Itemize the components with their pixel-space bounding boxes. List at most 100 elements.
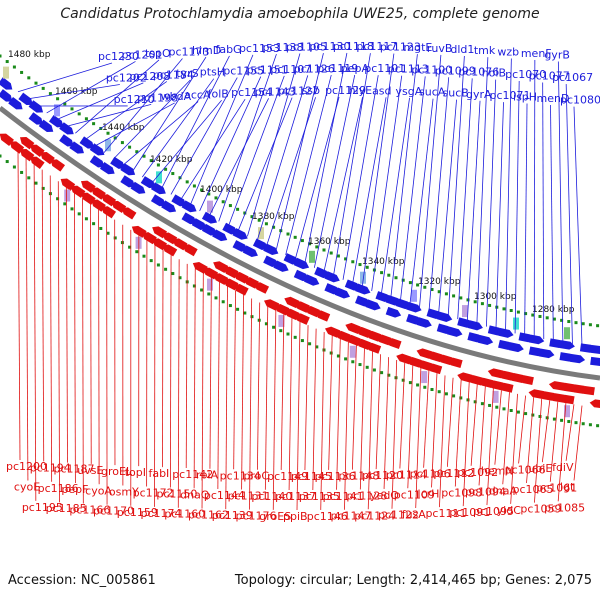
tick-dot (308, 242, 312, 246)
tick-dot (12, 65, 16, 69)
tick-dot (315, 245, 319, 249)
reverse-gene-label: pc1170 (93, 505, 134, 518)
reverse-label-leader (320, 332, 325, 510)
tick-dot (250, 215, 254, 219)
forward-gene-label: pc1100 (411, 63, 452, 76)
reverse-label-leader (185, 263, 188, 469)
forward-label-leader (208, 98, 269, 217)
reverse-gene-arrow (436, 354, 453, 366)
tick-dot (279, 329, 283, 333)
forward-gene-arrow (150, 194, 166, 207)
forward-gene-arrow (8, 96, 23, 110)
reverse-label-leader (82, 198, 84, 504)
reverse-gene-label: proC (243, 470, 269, 483)
reverse-label-leader (375, 354, 381, 470)
reverse-gene-arrow (365, 342, 382, 354)
forward-gene-label: pc1230 (98, 50, 139, 63)
tick-dot (77, 212, 81, 216)
tick-dot (552, 417, 556, 421)
reverse-label-leader (344, 341, 349, 510)
misc-feature-block (278, 314, 285, 327)
forward-gene-label: pc1151 (247, 64, 288, 77)
reverse-label-leader (415, 367, 422, 509)
tick-dot (156, 163, 160, 167)
reverse-label-leader (454, 379, 462, 487)
forward-gene-arrow (0, 89, 13, 102)
forward-gene-arrow (528, 334, 545, 345)
reverse-label-leader (470, 384, 478, 466)
kbp-tick-label: 1440 kbp (102, 123, 145, 133)
tick-dot (0, 154, 2, 158)
reverse-gene-label: groES (259, 510, 291, 523)
reverse-gene-labels: pc1200 cyoE pc1195 pc1194 pc1186 pc1185 pc1187… (6, 460, 585, 523)
tick-dot (466, 298, 470, 302)
reverse-label-leader (74, 192, 76, 484)
tick-dot (293, 335, 297, 339)
tick-dot (358, 363, 362, 367)
reverse-gene-label: pc1066 (505, 463, 546, 476)
map-title: Candidatus Protochlamydia amoebophila UW… (60, 6, 540, 22)
reverse-gene-arrow (121, 207, 137, 220)
reverse-gene-arrow (508, 373, 524, 383)
reverse-label-leader (510, 393, 518, 504)
reverse-label-leader (328, 335, 333, 470)
forward-label-leader (294, 96, 340, 260)
misc-feature-block (349, 345, 356, 358)
tick-dot (286, 332, 290, 336)
misc-feature-block (492, 390, 499, 403)
tick-dot (574, 421, 578, 425)
reverse-gene-label: pc1148 (338, 470, 379, 483)
reverse-gene-label: pc1172 (133, 487, 174, 500)
tick-dot (502, 407, 506, 411)
reverse-label-leader (280, 314, 285, 470)
reverse-label-leader (296, 321, 301, 511)
forward-gene-label: gyrA (466, 88, 492, 101)
tick-dot (596, 424, 600, 428)
tick-dot (344, 257, 348, 261)
forward-label-leader (313, 74, 356, 268)
feature-layer (0, 66, 600, 418)
reverse-label-leader (33, 163, 37, 501)
forward-gene-arrow (355, 283, 371, 295)
forward-gene-arrow (28, 112, 44, 125)
forward-gene-label: pc1105 (286, 40, 327, 53)
forward-label-leader (132, 56, 207, 172)
forward-gene-label: pc1202 (106, 71, 147, 84)
misc-feature-block (105, 139, 111, 152)
forward-gene-arrow (467, 320, 483, 331)
tick-dot (545, 316, 549, 320)
forward-gene-label: tmk (474, 44, 496, 57)
reverse-gene-label: pc1185 (46, 502, 87, 515)
reverse-gene-arrow (467, 375, 483, 386)
reverse-gene-label: pc1106 (410, 468, 451, 481)
tick-dot (207, 192, 211, 196)
reverse-label-leader (462, 382, 470, 507)
tick-dot (480, 402, 484, 406)
reverse-gene-arrow (162, 244, 178, 257)
tick-dot (41, 86, 45, 90)
misc-feature-block (564, 405, 570, 418)
forward-label-leader (218, 53, 277, 222)
tick-dot (365, 265, 369, 269)
reverse-gene-label: pc1124 (354, 509, 395, 522)
forward-label-leader (189, 54, 254, 206)
forward-label-leader (495, 102, 504, 330)
forward-gene-arrow (416, 317, 432, 328)
forward-gene-arrow (89, 155, 105, 168)
forward-gene-arrow (273, 260, 289, 272)
forward-gene-arrow (18, 92, 33, 106)
reverse-gene-label: pc1139 (212, 509, 253, 522)
forward-gene-arrow (446, 326, 463, 337)
reverse-label-leader (439, 375, 446, 508)
reverse-label-leader (169, 254, 172, 488)
tick-dot (5, 160, 9, 164)
tick-dot (272, 225, 276, 229)
tick-dot (56, 197, 60, 201)
reverse-label-leader (241, 294, 244, 490)
tick-dot (128, 145, 132, 149)
forward-gene-label: dld1 (450, 43, 474, 56)
tick-dot (84, 217, 88, 221)
reverse-gene-arrow (345, 322, 361, 335)
reverse-gene-arrow (518, 375, 534, 386)
